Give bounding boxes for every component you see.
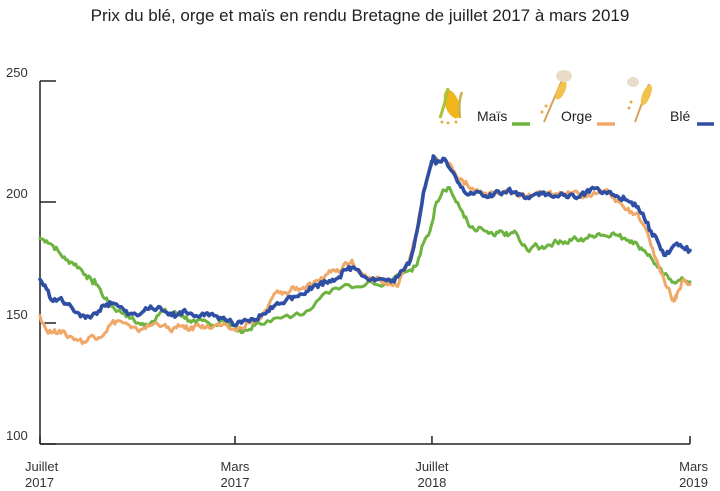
chart-title: Prix du blé, orge et maïs en rendu Breta… <box>91 6 630 25</box>
x-tick-label: 2017 <box>221 475 250 490</box>
corn-icon <box>438 87 464 125</box>
y-tick-label: 150 <box>6 307 28 322</box>
x-tick-label: Juillet <box>415 459 449 474</box>
legend-label-orge: Orge <box>561 108 592 124</box>
series-layer <box>38 154 692 346</box>
x-tick-label: Juillet <box>25 459 59 474</box>
x-tick-label: 2018 <box>417 475 446 490</box>
legend-item-ble: Blé <box>627 77 714 126</box>
wheat-icon <box>627 77 652 123</box>
x-tick-label: Mars <box>679 459 708 474</box>
legend: Maïs Orge Blé <box>438 70 714 126</box>
x-tick-label: Mars <box>221 459 250 474</box>
legend-label-mais: Maïs <box>477 108 507 124</box>
y-tick-label: 100 <box>6 428 28 443</box>
y-tick-label: 200 <box>6 186 28 201</box>
y-tick-label: 250 <box>6 65 28 80</box>
legend-item-orge: Orge <box>540 70 615 126</box>
series-line-mais <box>38 186 692 335</box>
series-line-ble <box>38 154 692 328</box>
x-tick-label: 2019 <box>679 475 708 490</box>
x-tick-label: 2017 <box>25 475 54 490</box>
y-axis: 100 150 200 250 <box>6 65 56 445</box>
legend-label-ble: Blé <box>670 108 690 124</box>
barley-icon <box>540 70 572 123</box>
legend-item-mais: Maïs <box>438 87 530 126</box>
